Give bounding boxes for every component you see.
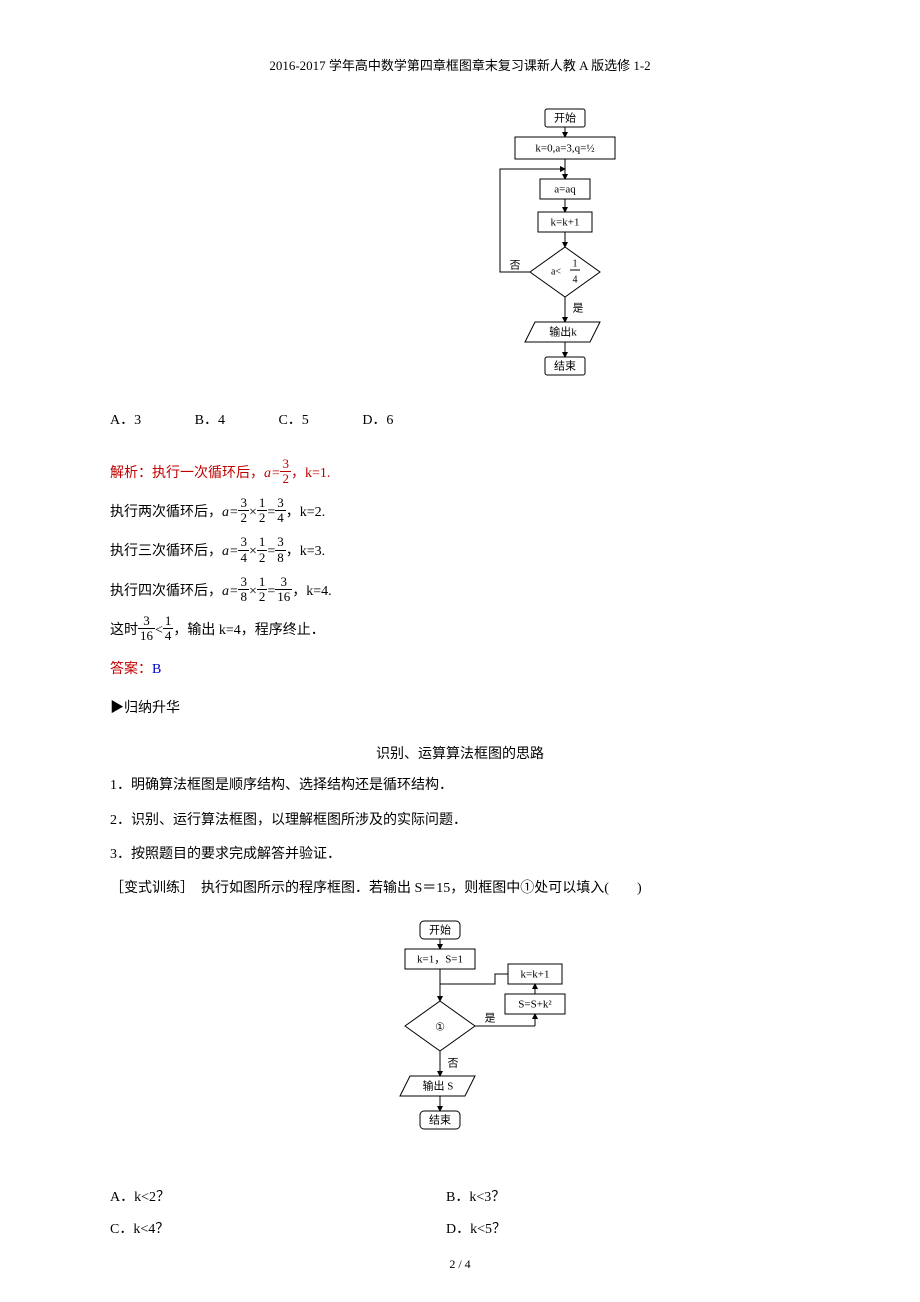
sol4-f2d: 2 xyxy=(257,590,268,604)
sol1-pre: 解析：执行一次循环后， xyxy=(110,466,264,481)
answer-label: 答案： xyxy=(110,662,152,677)
sol4-eq: = xyxy=(267,584,275,599)
sol4-f1d: 8 xyxy=(238,590,249,604)
fc1-assign: a=aq xyxy=(554,184,576,196)
option-d: D．6 xyxy=(362,409,393,429)
sol2-pre: 执行两次循环后， xyxy=(110,505,222,520)
fc2-start: 开始 xyxy=(429,922,451,936)
page-footer: 2 / 4 xyxy=(0,1257,920,1272)
option2-c: C．k<4？ xyxy=(110,1218,446,1238)
sol1-post: ，k=1. xyxy=(291,466,330,481)
sol5-pre: 这时 xyxy=(110,623,138,638)
fc1-output: 输出k xyxy=(549,325,577,339)
sol4-f3d: 16 xyxy=(275,590,292,604)
fc2-init: k=1，S=1 xyxy=(417,953,463,965)
flowchart-2: 开始 k=1，S=1 ① 是 S=S+k² k=k+1 否 输出 S 结束 xyxy=(110,916,810,1171)
sol3-f2d: 2 xyxy=(257,551,268,565)
solution-block: 解析：执行一次循环后，a=32，k=1. 执行两次循环后，a=32×12=34，… xyxy=(110,454,810,728)
sol2-f1n: 3 xyxy=(238,496,249,511)
solution-line-4: 执行四次循环后，a=38×12=316，k=4. xyxy=(110,572,810,611)
flowchart-1: 开始 k=0,a=3,q=½ a=aq k=k+1 a< 1 4 否 是 输出k… xyxy=(310,104,810,399)
fc1-cond-num: 1 xyxy=(573,258,578,269)
sol3-f3d: 8 xyxy=(275,551,286,565)
option2-a: A．k<2？ xyxy=(110,1186,446,1206)
fc2-no: 否 xyxy=(448,1057,459,1069)
page-header: 2016-2017 学年高中数学第四章框图章末复习课新人教 A 版选修 1-2 xyxy=(110,55,810,74)
point-1: 1．明确算法框图是顺序结构、选择结构还是循环结构． xyxy=(110,775,810,797)
induction-heading: ▶归纳升华 xyxy=(110,689,810,728)
fc1-cond-den: 4 xyxy=(573,274,578,285)
sol2-f3n: 3 xyxy=(275,496,286,511)
sol3-x: × xyxy=(249,544,257,559)
fc1-no: 否 xyxy=(510,260,521,272)
fc2-cond: ① xyxy=(435,1021,445,1033)
solution-line-1: 解析：执行一次循环后，a=32，k=1. xyxy=(110,454,810,493)
sol3-f2n: 1 xyxy=(257,535,268,550)
variant-training: ［变式训练］ 执行如图所示的程序框图．若输出 S＝15，则框图中①处可以填入( … xyxy=(110,878,810,900)
sol4-f3n: 3 xyxy=(275,575,292,590)
fc2-end: 结束 xyxy=(429,1113,451,1126)
fc2-output: 输出 S xyxy=(423,1078,454,1092)
sol5-f1n: 3 xyxy=(138,614,155,629)
sol4-pre: 执行四次循环后， xyxy=(110,584,222,599)
options-row-2: A．k<2？ B．k<3？ C．k<4？ D．k<5？ xyxy=(110,1186,810,1250)
sol5-f2n: 1 xyxy=(163,614,174,629)
sol3-f1d: 4 xyxy=(238,551,249,565)
point-2: 2．识别、运行算法框图，以理解框图所涉及的实际问题． xyxy=(110,810,810,832)
flowchart-2-svg: 开始 k=1，S=1 ① 是 S=S+k² k=k+1 否 输出 S 结束 xyxy=(340,916,580,1166)
sol2-f3d: 4 xyxy=(275,511,286,525)
solution-line-3: 执行三次循环后，a=34×12=38，k=3. xyxy=(110,532,810,571)
sol2-post: ，k=2. xyxy=(286,505,325,520)
sol5-f1d: 16 xyxy=(138,629,155,643)
fc2-yes: 是 xyxy=(485,1011,496,1024)
point-3: 3．按照题目的要求完成解答并验证． xyxy=(110,844,810,866)
sol2-x: × xyxy=(249,505,257,520)
section-title: 识别、运算算法框图的思路 xyxy=(110,743,810,763)
sol4-f1n: 3 xyxy=(238,575,249,590)
fc2-inc: k=k+1 xyxy=(521,968,550,980)
sol5-f2d: 4 xyxy=(163,629,174,643)
sol1-a: a= xyxy=(264,466,280,481)
sol4-a: a= xyxy=(222,584,238,599)
sol5-post: ，输出 k=4，程序终止． xyxy=(173,623,324,638)
fc1-init: k=0,a=3,q=½ xyxy=(535,143,594,155)
solution-line-5: 这时316<14，输出 k=4，程序终止． xyxy=(110,611,810,650)
sol3-eq: = xyxy=(267,544,275,559)
sol2-eq: = xyxy=(267,505,275,520)
sol4-f2n: 1 xyxy=(257,575,268,590)
sol1-f1d: 2 xyxy=(280,472,291,486)
fc1-end: 结束 xyxy=(554,360,576,373)
answer-value: B xyxy=(152,662,161,677)
option-b: B．4 xyxy=(195,409,225,429)
sol5-lt: < xyxy=(155,623,163,638)
sol1-f1n: 3 xyxy=(280,457,291,472)
option-a: A．3 xyxy=(110,409,141,429)
flowchart-1-svg: 开始 k=0,a=3,q=½ a=aq k=k+1 a< 1 4 否 是 输出k… xyxy=(460,104,660,394)
option2-d: D．k<5？ xyxy=(446,1218,782,1238)
sol2-a: a= xyxy=(222,505,238,520)
sol3-a: a= xyxy=(222,544,238,559)
fc1-start: 开始 xyxy=(554,111,576,125)
fc2-sum: S=S+k² xyxy=(518,998,552,1010)
sol2-f2d: 2 xyxy=(257,511,268,525)
answer-line: 答案：B xyxy=(110,650,810,689)
sol2-f2n: 1 xyxy=(257,496,268,511)
sol3-f1n: 3 xyxy=(238,535,249,550)
sol2-f1d: 2 xyxy=(238,511,249,525)
option-c: C．5 xyxy=(278,409,308,429)
sol3-f3n: 3 xyxy=(275,535,286,550)
solution-line-2: 执行两次循环后，a=32×12=34，k=2. xyxy=(110,493,810,532)
sol3-post: ，k=3. xyxy=(286,544,325,559)
sol3-pre: 执行三次循环后， xyxy=(110,544,222,559)
fc1-cond-a: a< xyxy=(551,266,561,277)
fc1-inc: k=k+1 xyxy=(551,217,580,229)
option2-b: B．k<3？ xyxy=(446,1186,782,1206)
fc1-yes: 是 xyxy=(573,302,584,315)
sol4-post: ，k=4. xyxy=(292,584,331,599)
options-row-1: A．3 B．4 C．5 D．6 xyxy=(110,409,810,429)
sol4-x: × xyxy=(249,584,257,599)
